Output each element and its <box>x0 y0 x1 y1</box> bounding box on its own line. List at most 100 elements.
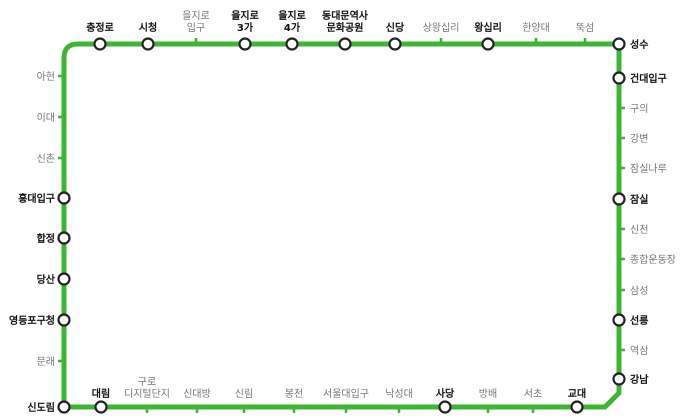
transfer-station-marker[interactable] <box>612 192 626 206</box>
station-euljiro-4ga[interactable]: 을지로 4가 <box>278 9 306 51</box>
transfer-station-marker[interactable] <box>388 37 402 51</box>
transfer-station-marker[interactable] <box>570 400 584 414</box>
station-daerim[interactable]: 대림 <box>92 387 110 414</box>
station-dangsan[interactable]: 당산 <box>37 272 71 286</box>
station-label: 당산 <box>37 273 56 286</box>
station-ahyeon[interactable]: 아현 <box>37 71 64 83</box>
station-sillim[interactable]: 신림 <box>235 388 253 413</box>
station-bongcheon[interactable]: 봉천 <box>285 388 303 413</box>
transfer-station-marker[interactable] <box>438 400 452 414</box>
station-label-line: 신대방 <box>183 388 211 400</box>
station-konkuk-univ[interactable]: 건대입구 <box>612 71 667 85</box>
station-label-line: 구의 <box>630 103 648 115</box>
station-seolleung[interactable]: 선릉 <box>612 313 649 327</box>
station-samseong[interactable]: 삼성 <box>619 285 648 297</box>
station-hapjeong[interactable]: 합정 <box>37 231 71 245</box>
station-label-line: 입구 <box>187 21 205 34</box>
station-label-line: 문화공원 <box>327 21 364 34</box>
station-label-line: 3가 <box>237 21 254 34</box>
station-sindaebang[interactable]: 신대방 <box>183 388 211 413</box>
station-sindang[interactable]: 신당 <box>386 21 405 51</box>
station-label-line: 강변 <box>630 133 648 145</box>
station-label-line: 홍대입구 <box>18 192 55 205</box>
station-label-line: 신도림 <box>27 401 55 414</box>
station-sadang[interactable]: 사당 <box>436 387 455 414</box>
station-ddp[interactable]: 동대문역사 문화공원 <box>322 9 369 51</box>
station-mullae[interactable]: 문래 <box>37 356 64 368</box>
transfer-station-marker[interactable] <box>94 400 108 414</box>
station-label-line: 잠실나루 <box>630 163 667 175</box>
station-snu[interactable]: 서울대입구 <box>323 387 369 413</box>
station-guui[interactable]: 구의 <box>619 103 648 115</box>
station-label-line: 동대문역사 <box>322 9 369 22</box>
station-wangsimni[interactable]: 왕십리 <box>474 21 502 51</box>
station-nakseongdae[interactable]: 낙성대 <box>385 388 413 413</box>
station-chungjeongno[interactable]: 충정로 <box>86 21 114 51</box>
transfer-station-marker[interactable] <box>57 191 71 205</box>
station-label-line: 신당 <box>386 21 405 34</box>
station-label: 교대 <box>568 387 586 400</box>
transfer-station-marker[interactable] <box>481 37 495 51</box>
station-label-line: 성수 <box>630 38 648 51</box>
station-label-line: 4가 <box>284 21 301 34</box>
station-label-line: 선릉 <box>630 314 648 327</box>
station-label-line: 강남 <box>630 373 649 386</box>
transfer-station-marker[interactable] <box>612 372 626 386</box>
station-label-line: 왕십리 <box>474 21 502 34</box>
station-label: 신당 <box>386 21 405 34</box>
station-label: 영등포구청 <box>9 314 55 327</box>
transfer-station-marker[interactable] <box>57 400 71 414</box>
station-label: 을지로 입구 <box>182 10 210 34</box>
station-label: 서초 <box>524 388 542 400</box>
station-label: 신천 <box>630 224 648 236</box>
station-label: 삼성 <box>630 285 648 297</box>
station-yeongdeungpo-gu-office[interactable]: 영등포구청 <box>9 313 71 327</box>
transfer-station-marker[interactable] <box>57 231 71 245</box>
station-sports-complex[interactable]: 종합운동장 <box>619 254 676 266</box>
station-gyodae[interactable]: 교대 <box>568 387 586 414</box>
station-label-line: 낙성대 <box>385 388 413 400</box>
station-euljiro-3ga[interactable]: 을지로 3가 <box>231 9 259 51</box>
station-seocho[interactable]: 서초 <box>524 388 542 413</box>
station-label-line: 서초 <box>524 388 542 400</box>
station-label: 잠실 <box>630 193 648 206</box>
station-label: 신림 <box>235 388 253 400</box>
station-yeoksam[interactable]: 역삼 <box>619 345 648 357</box>
station-hanyang-univ[interactable]: 한양대 <box>522 22 550 44</box>
station-guro-digital[interactable]: 구로 디지털단지 <box>124 377 170 413</box>
transfer-station-marker[interactable] <box>612 37 626 51</box>
station-gangnam[interactable]: 강남 <box>612 372 650 386</box>
station-label: 문래 <box>37 356 55 368</box>
transfer-station-marker[interactable] <box>338 37 352 51</box>
station-label-line: 한양대 <box>522 22 550 34</box>
station-euljiro-ipgu[interactable]: 을지로 입구 <box>182 10 210 44</box>
station-jamsil[interactable]: 잠실 <box>612 192 649 206</box>
station-gangbyeon[interactable]: 강변 <box>619 133 648 145</box>
station-ttukseom[interactable]: 뚝섬 <box>576 22 594 44</box>
station-city-hall[interactable]: 시청 <box>139 21 157 51</box>
station-label: 종합운동장 <box>630 254 676 266</box>
station-jamsillaru[interactable]: 잠실나루 <box>619 163 667 175</box>
station-sangwangsimni[interactable]: 상왕십리 <box>423 22 460 44</box>
station-jamsilsaenae[interactable]: 신천 <box>619 224 648 236</box>
transfer-station-marker[interactable] <box>141 37 155 51</box>
transfer-station-marker[interactable] <box>612 71 626 85</box>
station-label-line: 신촌 <box>37 153 55 165</box>
transfer-station-marker[interactable] <box>93 37 107 51</box>
transfer-station-marker[interactable] <box>57 272 71 286</box>
station-sinchon[interactable]: 신촌 <box>37 153 64 165</box>
transfer-station-marker[interactable] <box>285 37 299 51</box>
station-hongik-univ[interactable]: 홍대입구 <box>18 191 71 205</box>
station-bangbae[interactable]: 방배 <box>479 388 497 413</box>
transfer-station-marker[interactable] <box>57 313 71 327</box>
station-label-line: 시청 <box>139 21 157 34</box>
station-label: 방배 <box>479 388 497 400</box>
station-label: 상왕십리 <box>423 22 460 34</box>
transfer-station-marker[interactable] <box>238 37 252 51</box>
station-label-line: 역삼 <box>630 345 648 357</box>
station-label: 구로 디지털단지 <box>124 377 170 400</box>
station-ewha[interactable]: 이대 <box>37 112 64 124</box>
station-sindorim[interactable]: 신도림 <box>27 400 71 414</box>
station-seongsu[interactable]: 성수 <box>612 37 649 51</box>
transfer-station-marker[interactable] <box>612 313 626 327</box>
